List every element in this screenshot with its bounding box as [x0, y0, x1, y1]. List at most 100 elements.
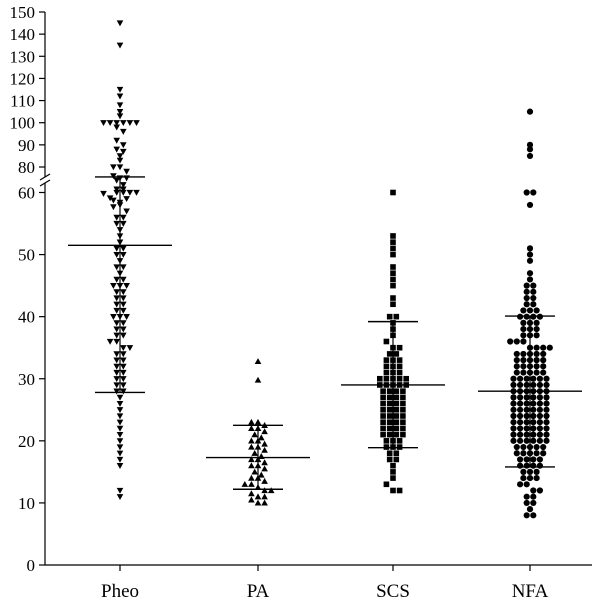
data-point — [523, 412, 530, 420]
data-point — [536, 456, 544, 463]
data-point — [526, 201, 534, 209]
data-point — [523, 400, 530, 407]
data-point — [540, 350, 547, 358]
data-point — [120, 376, 127, 383]
y-tick-label: 20 — [18, 432, 35, 451]
data-point — [120, 214, 127, 221]
data-point — [116, 425, 124, 432]
data-point — [120, 276, 127, 283]
x-tick-label-pheo: Pheo — [101, 581, 139, 602]
data-point — [520, 332, 527, 339]
data-point — [530, 406, 537, 413]
data-point — [390, 301, 396, 308]
data-point — [523, 425, 530, 432]
data-point — [110, 204, 117, 211]
data-point — [113, 369, 120, 376]
data-point — [113, 220, 120, 227]
data-point — [390, 189, 396, 196]
data-point — [120, 351, 127, 358]
data-point — [510, 381, 517, 389]
data-point — [520, 307, 527, 314]
data-point — [523, 375, 530, 382]
y-tick-label: 40 — [18, 308, 35, 327]
y-tick-label: 30 — [18, 370, 35, 389]
data-point — [520, 357, 527, 364]
data-point — [523, 512, 530, 519]
data-point — [113, 382, 120, 389]
data-point — [400, 406, 406, 413]
data-point — [113, 326, 120, 333]
data-point — [251, 449, 258, 456]
data-point — [120, 289, 127, 296]
data-point — [543, 394, 550, 401]
data-point — [513, 443, 520, 451]
data-point — [120, 357, 127, 364]
data-point — [116, 113, 124, 120]
data-point — [523, 301, 530, 308]
data-point — [390, 469, 396, 475]
data-point — [543, 375, 550, 382]
data-point — [386, 425, 393, 432]
data-point — [530, 394, 537, 401]
data-point — [120, 189, 127, 196]
data-point — [530, 512, 537, 519]
data-point — [380, 400, 386, 407]
data-point — [530, 462, 537, 469]
data-point — [523, 294, 530, 302]
data-point — [116, 407, 124, 414]
y-tick-label: 140 — [10, 25, 36, 44]
data-point — [380, 419, 386, 426]
data-point — [520, 443, 527, 451]
data-point — [533, 474, 540, 482]
data-point — [536, 412, 544, 420]
data-point — [120, 307, 127, 314]
data-point — [113, 307, 120, 314]
data-point — [120, 220, 127, 227]
data-point — [254, 499, 262, 506]
data-point — [530, 487, 537, 494]
data-point — [523, 481, 530, 488]
y-axis: 0 10 20 30 40 50 60 80 90 100 110 120 130 140 150 — [10, 3, 592, 575]
data-point — [380, 406, 386, 413]
data-point — [540, 369, 547, 376]
data-point — [113, 146, 120, 153]
data-point — [517, 456, 524, 463]
data-point — [386, 419, 393, 426]
data-point — [113, 289, 120, 296]
data-point — [386, 388, 393, 394]
data-point — [386, 406, 393, 413]
series-scs — [377, 189, 409, 494]
data-point — [526, 141, 534, 148]
data-point — [390, 282, 396, 289]
data-point — [377, 375, 383, 382]
data-point — [113, 357, 120, 364]
data-point — [251, 468, 258, 475]
data-point — [393, 413, 400, 419]
data-point — [116, 394, 124, 401]
data-points — [100, 20, 553, 519]
data-point — [113, 295, 120, 302]
data-point — [523, 462, 530, 469]
data-point — [393, 425, 400, 432]
data-point — [533, 443, 540, 451]
data-point — [248, 490, 255, 497]
data-point — [116, 419, 124, 426]
data-point — [120, 320, 127, 327]
data-point — [116, 164, 124, 171]
data-point — [530, 499, 537, 507]
data-point — [106, 120, 114, 127]
data-point — [113, 376, 120, 383]
data-point — [536, 419, 544, 426]
y-tick-label: 150 — [10, 3, 36, 22]
data-point — [533, 307, 540, 314]
data-point — [113, 320, 120, 327]
data-point — [393, 450, 400, 457]
data-point — [526, 146, 534, 153]
data-point — [261, 440, 268, 447]
data-point — [248, 480, 255, 487]
data-point — [116, 413, 124, 420]
data-point — [113, 189, 120, 196]
data-point — [113, 332, 120, 339]
data-point — [526, 270, 534, 277]
data-point — [383, 369, 390, 376]
